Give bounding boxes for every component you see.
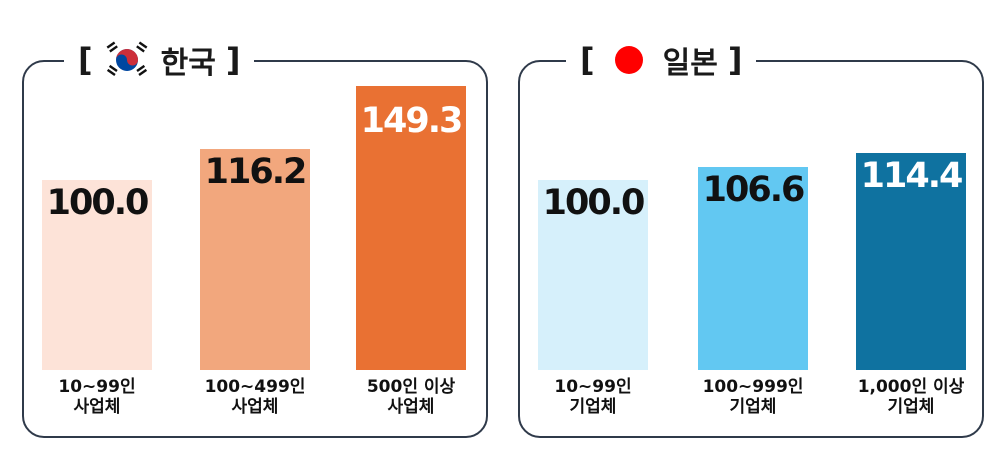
korea-category-line2: 사업체 [387,396,435,417]
korea-category-line1: 100~499인 [204,377,306,397]
japan-bar-value-3: 114.4 [860,155,964,196]
open-bracket: [ [78,41,93,79]
korea-bar-2: 116.2 [200,149,310,370]
korea-category-label-2: 100~499인 사업체 [180,377,330,417]
japan-category-label-2: 100~999인 기업체 [678,377,828,417]
korea-category-line2: 사업체 [231,396,279,417]
japan-category-line1: 1,000인 이상 [857,377,965,397]
korea-category-label-1: 10~99인 사업체 [22,377,172,417]
korea-category-line1: 10~99인 [58,377,136,397]
japan-category-line2: 기업체 [887,396,935,417]
japan-bar-value-2: 106.6 [702,170,806,211]
korea-category-line2: 사업체 [73,396,121,417]
korea-bar-value-3: 149.3 [360,101,464,142]
japan-bar-2: 106.6 [698,167,808,370]
japan-bar-1: 100.0 [538,180,648,370]
korea-title-text: 한국 [160,46,216,81]
japan-category-line2: 기업체 [729,396,777,417]
japan-title-text: 일본 [662,46,718,81]
korea-flag-icon [106,41,148,77]
open-bracket: [ [580,41,595,79]
korea-bar-value-1: 100.0 [46,183,150,223]
korea-category-label-3: 500인 이상 사업체 [336,377,486,417]
korea-bar-value-2: 116.2 [204,152,308,193]
korea-category-line1: 500인 이상 [366,377,456,397]
japan-flag-icon [614,46,643,74]
korea-panel-title: [ 한국 ] [64,36,255,84]
japan-category-line1: 100~999인 [702,377,804,397]
korea-panel [22,60,488,438]
japan-category-label-3: 1,000인 이상 기업체 [836,377,986,417]
japan-panel-title: [ 일본 ] [566,36,757,84]
japan-category-label-1: 10~99인 기업체 [518,377,668,417]
japan-bar-value-1: 100.0 [542,183,646,223]
korea-bar-1: 100.0 [42,180,152,370]
close-bracket: ] [225,41,241,79]
japan-bar-3: 114.4 [856,152,966,370]
japan-category-line2: 기업체 [569,396,617,417]
japan-category-line1: 10~99인 [554,377,632,397]
korea-bar-3: 149.3 [356,86,466,370]
close-bracket: ] [727,41,743,79]
